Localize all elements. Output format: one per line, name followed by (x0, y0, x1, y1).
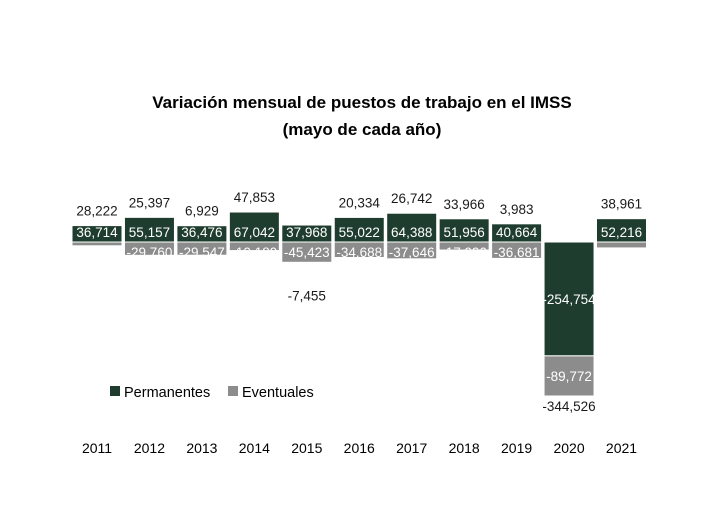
bar-eventuales-2018 (438, 241, 490, 251)
data-label-permanentes-2011: 36,714 (76, 225, 118, 240)
category-label-2016: 2016 (344, 440, 375, 456)
bar-eventuales-2011 (71, 241, 123, 247)
total-label-2016: 20,334 (339, 195, 381, 210)
labels-layer: 36,714 -8,492 28,222 55,157 -29,760 25,397 36,… (76, 190, 644, 414)
category-label-2011: 2011 (82, 440, 112, 456)
bar-eventuales-2017 (386, 241, 438, 260)
data-label-eventuales-2019: -36,681 (494, 245, 540, 260)
data-label-eventuales-2012: -29,760 (127, 245, 173, 260)
data-label-eventuales-2021: -13,255 (599, 245, 645, 260)
category-axis: 2011 2012 2013 2014 2015 2016 2017 2018 2019 2020… (82, 440, 637, 456)
data-label-eventuales-2011: -8,492 (78, 245, 116, 260)
data-label-eventuales-2014: -19,189 (231, 245, 277, 260)
bar-permanentes-2014 (228, 211, 280, 243)
data-label-permanentes-2014: 67,042 (234, 225, 275, 240)
category-label-2013: 2013 (186, 440, 217, 456)
category-label-2019: 2019 (501, 440, 532, 456)
category-label-2021: 2021 (606, 440, 637, 456)
data-label-eventuales-2020: -89,772 (546, 369, 592, 384)
bar-eventuales-2015 (281, 241, 333, 263)
bar-permanentes-2016 (333, 216, 385, 243)
bar-eventuales-2019 (491, 241, 543, 259)
total-label-2021: 38,961 (601, 197, 642, 212)
data-label-permanentes-2016: 55,022 (339, 225, 380, 240)
legend-label-eventuales: Eventuales (242, 385, 314, 401)
legend-swatch-permanentes (110, 386, 120, 396)
data-label-permanentes-2020: -254,754 (542, 292, 596, 307)
bar-eventuales-2020 (543, 355, 595, 397)
total-label-2017: 26,742 (391, 191, 432, 206)
category-label-2018: 2018 (449, 440, 480, 456)
total-label-2020: -344,526 (542, 399, 595, 414)
bar-eventuales-2013 (176, 241, 228, 256)
category-label-2014: 2014 (239, 440, 270, 456)
data-label-eventuales-2013: -29,547 (179, 245, 225, 260)
bar-permanentes-2012 (123, 216, 175, 243)
data-label-permanentes-2015: 37,968 (286, 225, 327, 240)
legend-swatch-eventuales (228, 386, 238, 396)
total-label-2018: 33,966 (444, 197, 485, 212)
data-label-eventuales-2015: -45,423 (284, 245, 330, 260)
data-label-permanentes-2013: 36,476 (181, 225, 222, 240)
bar-eventuales-2014 (228, 241, 280, 252)
category-label-2020: 2020 (553, 440, 584, 456)
bar-eventuales-2012 (123, 241, 175, 256)
data-label-permanentes-2012: 55,157 (129, 225, 170, 240)
total-label-2012: 25,397 (129, 195, 170, 210)
data-label-permanentes-2019: 40,664 (496, 225, 538, 240)
data-label-eventuales-2017: -37,646 (389, 245, 435, 260)
bar-eventuales-2016 (333, 241, 385, 259)
category-label-2017: 2017 (396, 440, 427, 456)
data-label-eventuales-2018: -17,990 (441, 245, 487, 260)
legend-label-permanentes: Permanentes (124, 385, 210, 401)
total-label-2019: 3,983 (500, 202, 534, 217)
legend: Permanentes Eventuales (110, 385, 314, 401)
data-label-eventuales-2016: -34,688 (336, 245, 382, 260)
bars-layer (71, 211, 647, 397)
bar-eventuales-2021 (596, 241, 647, 249)
bar-permanentes-2020 (543, 241, 595, 357)
total-label-2013: 6,929 (185, 204, 219, 219)
chart-subtitle: (mayo de cada año) (283, 120, 442, 139)
total-label-2014: 47,853 (234, 190, 275, 205)
data-label-permanentes-2018: 51,956 (444, 225, 485, 240)
total-label-2015: -7,455 (288, 288, 326, 303)
category-label-2015: 2015 (291, 440, 322, 456)
bar-permanentes-2017 (386, 212, 438, 243)
category-label-2012: 2012 (134, 440, 165, 456)
data-label-permanentes-2021: 52,216 (601, 225, 642, 240)
total-label-2011: 28,222 (76, 204, 117, 219)
chart-title: Variación mensual de puestos de trabajo … (152, 93, 571, 112)
data-label-permanentes-2017: 64,388 (391, 225, 432, 240)
